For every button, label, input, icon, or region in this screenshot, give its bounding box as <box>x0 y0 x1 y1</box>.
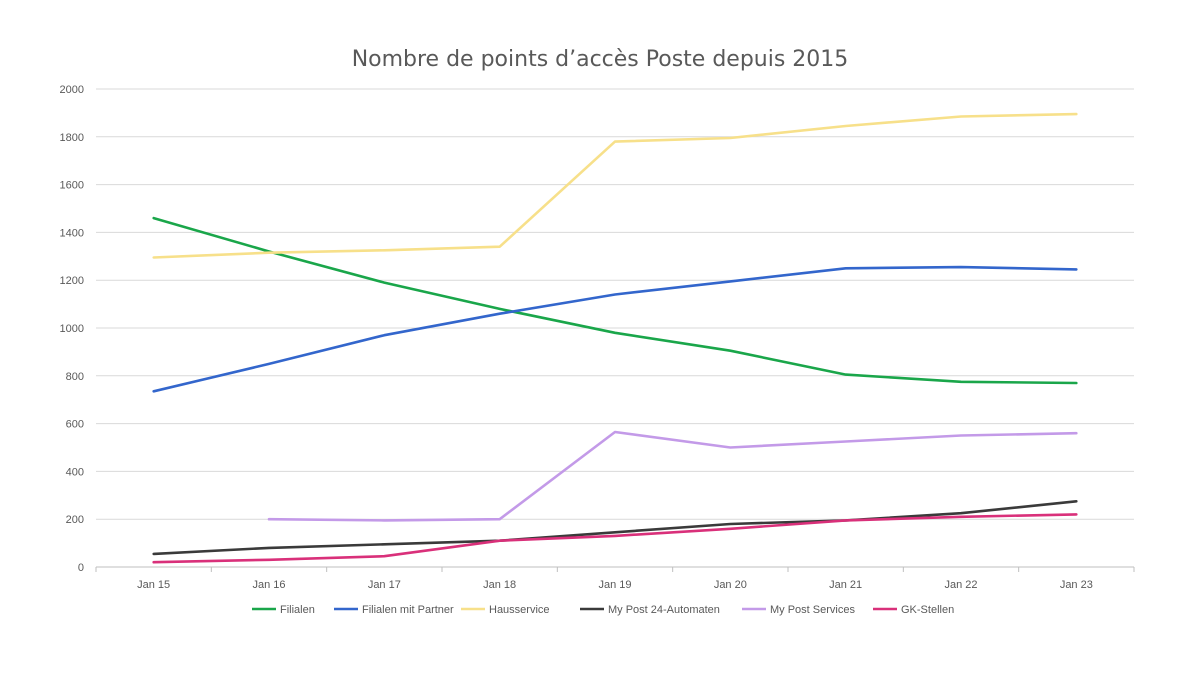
legend-label: Filialen <box>280 604 315 616</box>
legend: Filialen Filialen mit Partner Hausservice M… <box>252 604 954 616</box>
y-tick-label: 600 <box>66 419 84 431</box>
legend-label: GK-Stellen <box>901 604 954 616</box>
series-line-hausservice <box>152 112 1078 259</box>
x-tick-label: Jan 20 <box>714 579 747 591</box>
x-tick-label: Jan 21 <box>829 579 862 591</box>
x-tick-label: Jan 15 <box>137 579 170 591</box>
y-tick-label: 2000 <box>60 84 84 96</box>
legend-label: Filialen mit Partner <box>362 604 454 616</box>
legend-label: My Post Services <box>770 604 855 616</box>
x-tick-label: Jan 22 <box>944 579 977 591</box>
series-line-filialen-mit-partner <box>152 265 1078 393</box>
x-tick-label: Jan 16 <box>252 579 285 591</box>
y-tick-label: 800 <box>66 371 84 383</box>
y-tick-label: 1200 <box>60 275 84 287</box>
y-tick-label: 200 <box>66 514 84 526</box>
y-tick-label: 1800 <box>60 132 84 144</box>
y-tick-label: 1400 <box>60 227 84 239</box>
y-tick-label: 400 <box>66 466 84 478</box>
series-lines <box>152 112 1078 564</box>
series-line-my-post-services <box>267 430 1078 522</box>
x-tick-label: Jan 23 <box>1060 579 1093 591</box>
chart-title: Nombre de points d’accès Poste depuis 20… <box>352 47 849 72</box>
y-tick-label: 1000 <box>60 323 84 335</box>
series-line-filialen <box>152 216 1078 385</box>
legend-label: My Post 24-Automaten <box>608 604 720 616</box>
y-axis-ticks: 0 200 400 600 800 1000 1200 1400 1600 1800 2000 <box>60 84 84 574</box>
y-tick-label: 0 <box>78 562 84 574</box>
legend-label: Hausservice <box>489 604 550 616</box>
gridlines <box>96 88 1134 568</box>
series-line-gk-stellen <box>152 513 1078 564</box>
series-line-my-post-24-automaten <box>152 500 1078 556</box>
x-tick-label: Jan 18 <box>483 579 516 591</box>
x-axis-ticks: Jan 15 Jan 16 Jan 17 Jan 18 Jan 19 Jan 20 Jan … <box>95 567 1135 591</box>
x-tick-label: Jan 19 <box>598 579 631 591</box>
x-tick-label: Jan 17 <box>368 579 401 591</box>
y-tick-label: 1600 <box>60 180 84 192</box>
